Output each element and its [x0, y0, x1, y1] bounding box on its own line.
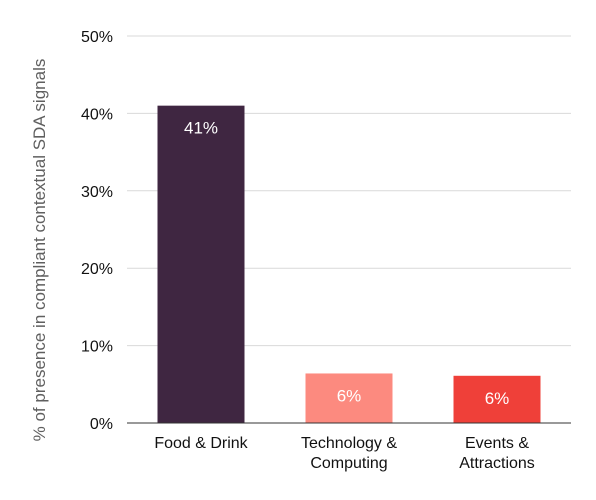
category-label-line: Attractions — [459, 455, 535, 472]
category-label: Food & Drink — [154, 435, 248, 452]
bar — [157, 105, 245, 423]
y-tick-label: 30% — [81, 184, 113, 201]
category-label: Technology & Computing — [301, 435, 397, 472]
y-tick-label: 50% — [81, 29, 113, 46]
category-label-line: Technology & — [301, 435, 397, 452]
data-label: 41% — [184, 119, 218, 138]
data-label: 6% — [337, 386, 362, 405]
bar — [305, 373, 393, 423]
y-tick-label: 10% — [81, 339, 113, 356]
y-tick-label: 20% — [81, 261, 113, 278]
bars: 41% 6% 6% — [157, 105, 541, 423]
y-tick-label: 0% — [90, 416, 113, 433]
category-label-line: Computing — [310, 455, 387, 472]
bar — [453, 375, 541, 423]
data-label: 6% — [485, 389, 510, 408]
category-label: Events & Attractions — [459, 435, 535, 472]
category-label-line: Events & — [465, 435, 529, 452]
category-label-line: Food & Drink — [154, 435, 248, 452]
y-axis: 0% 10% 20% 30% 40% 50% — [81, 29, 571, 433]
y-tick-label: 40% — [81, 106, 113, 123]
x-axis: Food & Drink Technology & Computing Events … — [154, 435, 534, 472]
y-axis-title: % of presence in compliant contextual SD… — [30, 59, 49, 442]
